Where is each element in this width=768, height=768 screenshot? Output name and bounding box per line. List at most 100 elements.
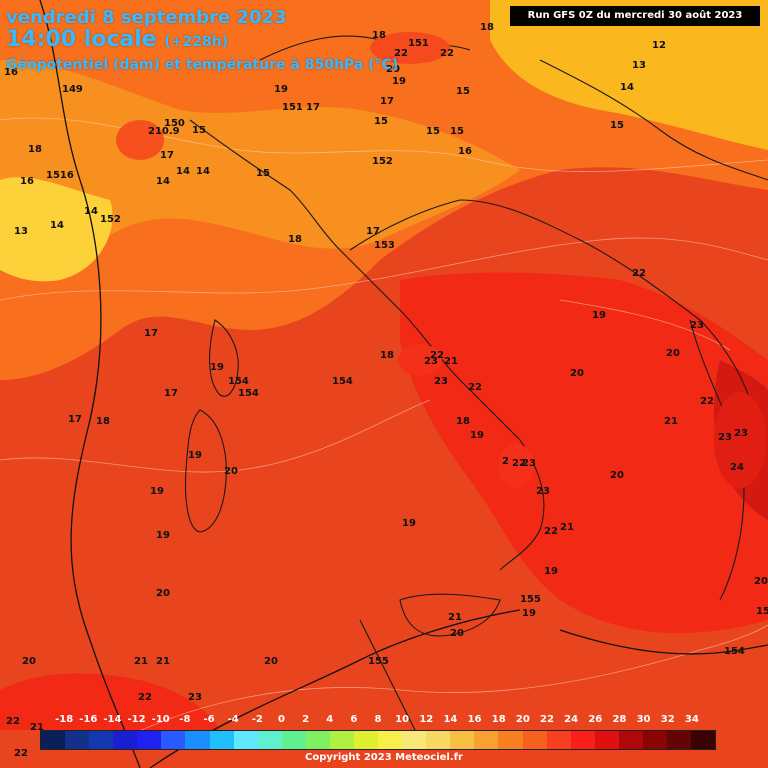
map-value-label: 22 <box>512 458 526 469</box>
map-value-label: 15 <box>426 126 440 137</box>
map-value-label: 21 <box>444 356 458 367</box>
map-value-label: 22 <box>468 382 482 393</box>
scale-tick-label: 16 <box>467 714 482 725</box>
map-value-label: 20 <box>450 628 464 639</box>
scale-swatch <box>594 731 619 749</box>
map-value-label: 20 <box>570 368 584 379</box>
time-offset: (+228h) <box>164 34 229 50</box>
map-value-label: 16 <box>4 67 18 78</box>
warm-cell-germany <box>370 32 450 64</box>
map-value-label: 210.9 <box>148 126 180 137</box>
scale-swatch <box>305 731 330 749</box>
map-value-label: 21 <box>448 612 462 623</box>
scale-tick-label: 20 <box>515 714 530 725</box>
map-value-label: 154 <box>228 376 249 387</box>
map-value-label: 154 <box>724 646 745 657</box>
map-value-label: 22 <box>394 48 408 59</box>
map-value-label: 20 <box>610 470 624 481</box>
scale-swatch <box>691 731 716 749</box>
map-value-label: 20 <box>386 64 400 75</box>
map-value-label: 19 <box>402 518 416 529</box>
map-value-label: 19 <box>156 530 170 541</box>
scale-swatch <box>378 731 403 749</box>
map-value-label: 23 <box>734 428 748 439</box>
scale-tick-label: 0 <box>277 714 285 725</box>
map-value-label: 13 <box>632 60 646 71</box>
map-value-label: 20 <box>666 348 680 359</box>
zone-alps-orange <box>0 60 520 270</box>
map-value-label: 21 <box>560 522 574 533</box>
map-value-label: 23 <box>424 356 438 367</box>
temperature-scale-bar <box>40 730 716 750</box>
map-value-label: 19 <box>392 76 406 87</box>
map-value-label: 152 <box>372 156 393 167</box>
copyright-text: Copyright 2023 Meteociel.fr <box>305 752 463 763</box>
scale-swatch <box>402 731 427 749</box>
scale-tick-label: 4 <box>326 714 334 725</box>
map-value-label: 14 <box>196 166 210 177</box>
map-value-label: 154 <box>332 376 353 387</box>
map-value-label: 17 <box>380 96 394 107</box>
map-value-label: 16 <box>20 176 34 187</box>
title-block: vendredi 8 septembre 2023 14:00 locale (… <box>6 8 398 74</box>
map-value-label: 23 <box>690 320 704 331</box>
map-value-label: 17 <box>164 388 178 399</box>
map-value-label: 19 <box>150 486 164 497</box>
scale-tick-label: -10 <box>151 714 170 725</box>
map-value-label: 15 <box>610 120 624 131</box>
map-value-label: 23 <box>188 692 202 703</box>
map-value-label: 23 <box>718 432 732 443</box>
map-value-label: 19 <box>592 310 606 321</box>
scale-swatch <box>257 731 282 749</box>
map-value-label: 15 <box>374 116 388 127</box>
scale-swatch <box>89 731 114 749</box>
map-value-label: 14 <box>50 220 64 231</box>
map-value-label: 21 <box>156 656 170 667</box>
map-value-label: 154 <box>238 388 259 399</box>
scale-tick-label: 6 <box>350 714 358 725</box>
map-value-label: 23 <box>434 376 448 387</box>
map-value-label: 15 <box>450 126 464 137</box>
scale-swatch <box>426 731 451 749</box>
map-value-label: 18 <box>288 234 302 245</box>
map-value-label: 14 <box>156 176 170 187</box>
scale-swatch <box>570 731 595 749</box>
scale-swatch <box>113 731 138 749</box>
scale-labels: -18 -16 -14 -12 -10 -8 -6 -4 -2 0 2 4 6 8 10 12 14 16 18 20… <box>52 714 742 728</box>
scale-swatch <box>137 731 162 749</box>
hot-cell-greece <box>714 392 766 488</box>
scale-swatch <box>209 731 234 749</box>
map-value-label: 18 <box>456 416 470 427</box>
zone-yellow-west <box>0 177 113 282</box>
scale-tick-label: 14 <box>443 714 458 725</box>
map-value-label: 19 <box>522 608 536 619</box>
forecast-date: vendredi 8 septembre 2023 <box>6 7 287 28</box>
map-value-label: 153 <box>374 240 395 251</box>
scale-tick-label: 8 <box>374 714 382 725</box>
map-value-label: 18 <box>380 350 394 361</box>
scale-tick-label: 18 <box>491 714 506 725</box>
map-value-label: 13 <box>14 226 28 237</box>
scale-swatch <box>354 731 379 749</box>
map-value-label: 2 <box>502 456 509 467</box>
map-value-label: 19 <box>188 450 202 461</box>
map-value-label: 15 <box>192 125 206 136</box>
scale-swatch <box>329 731 355 749</box>
scale-tick-label: 22 <box>540 714 554 725</box>
scale-swatch <box>41 731 66 749</box>
map-value-label: 14 <box>84 206 98 217</box>
scale-swatch <box>667 731 692 749</box>
map-value-label: 18 <box>372 30 386 41</box>
map-value-label: 152 <box>100 214 121 225</box>
scale-swatch <box>522 731 547 749</box>
map-value-label: 149 <box>62 84 83 95</box>
map-value-label: 150 <box>164 118 185 129</box>
zone-warm-core <box>400 272 768 634</box>
map-value-label: 22 <box>440 48 454 59</box>
map-value-label: 19 <box>544 566 558 577</box>
warm-cell-italy <box>398 344 442 376</box>
map-value-label: 1516 <box>46 170 74 181</box>
map-value-label: 18 <box>96 416 110 427</box>
scale-tick-label: -8 <box>179 714 191 725</box>
